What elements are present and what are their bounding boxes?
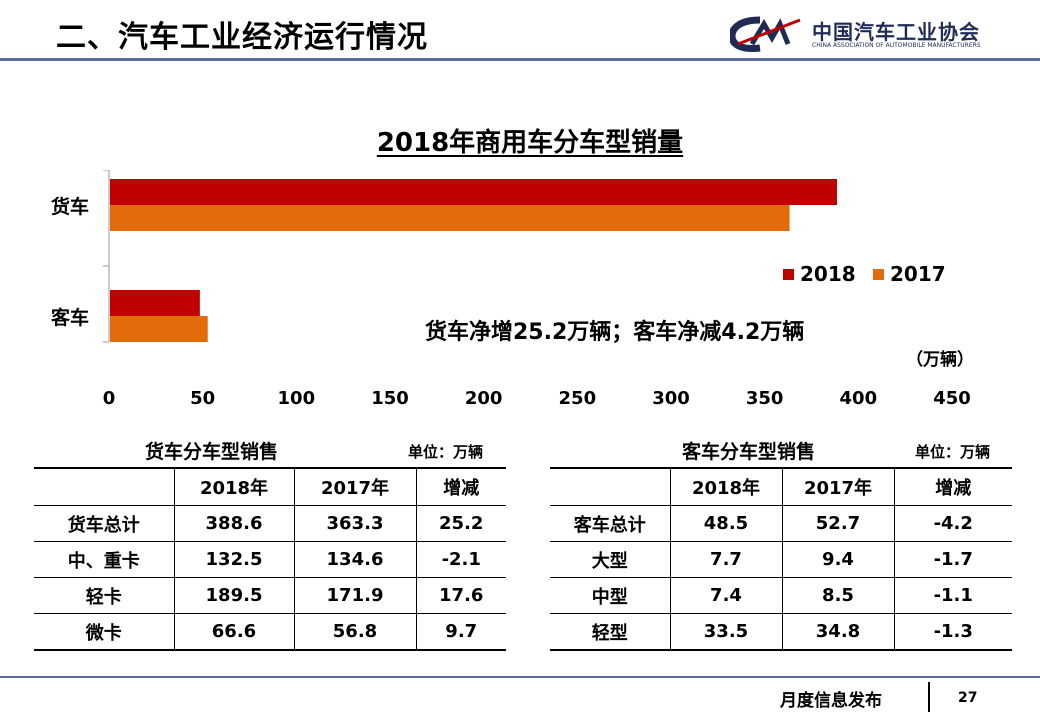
chart-title: 2018年商用车分车型销量	[376, 128, 684, 158]
table-cell: 189.5	[173, 577, 295, 614]
table-cell: 66.6	[173, 613, 295, 651]
bar-2017	[110, 205, 790, 231]
axis-unit-label: （万辆）	[906, 350, 974, 370]
table-row: 客车总计 48.5 52.7 -4.2	[550, 505, 1012, 542]
truck-table-unit: 单位：万辆	[408, 443, 484, 461]
row-label: 大型	[550, 541, 671, 578]
x-tick-label: 450	[933, 388, 971, 409]
table-row: 轻型 33.5 34.8 -1.3	[550, 613, 1012, 651]
caam-logo: 中国汽车工业协会 CHINA ASSOCIATION OF AUTOMOBILE…	[730, 14, 1010, 54]
truck-sales-table: 2018年 2017年 增减 货车总计 388.6 363.3 25.2 中、重卡 132.5 1…	[34, 467, 506, 651]
column-header: 2017年	[293, 467, 417, 506]
table-cell: 48.5	[669, 505, 783, 542]
category-label: 货车	[51, 195, 89, 218]
table-cell: 33.5	[669, 613, 783, 651]
bar-2017	[110, 316, 208, 342]
logo-name: 中国汽车工业协会	[812, 20, 980, 44]
column-header	[550, 467, 671, 506]
table-row: 中、重卡 132.5 134.6 -2.1	[34, 541, 506, 578]
table-cell: 9.4	[781, 541, 895, 578]
table-cell: 34.8	[781, 613, 895, 651]
table-cell: 134.6	[293, 541, 417, 578]
caam-logo-icon	[730, 16, 801, 52]
x-tick-label: 0	[103, 388, 116, 409]
bar-2018	[110, 179, 837, 205]
footer-text: 月度信息发布	[780, 691, 882, 711]
table-row: 轻卡 189.5 171.9 17.6	[34, 577, 506, 614]
column-header: 增减	[415, 467, 506, 506]
bus-table-unit: 单位：万辆	[915, 443, 991, 461]
table-cell: 17.6	[415, 577, 506, 614]
logo-subtitle: CHINA ASSOCIATION OF AUTOMOBILE MANUFACT…	[812, 42, 981, 49]
column-header: 2017年	[781, 467, 895, 506]
x-tick-label: 200	[465, 388, 503, 409]
table-cell: 132.5	[173, 541, 295, 578]
legend-swatch-2017	[873, 269, 884, 280]
row-label: 中、重卡	[34, 541, 175, 578]
row-label: 轻型	[550, 613, 671, 651]
header-rule	[0, 58, 1040, 61]
bus-table-caption: 客车分车型销售	[682, 441, 816, 463]
table-row: 微卡 66.6 56.8 9.7	[34, 613, 506, 651]
column-header: 2018年	[173, 467, 295, 506]
row-label: 微卡	[34, 613, 175, 651]
table-cell: 171.9	[293, 577, 417, 614]
row-label: 轻卡	[34, 577, 175, 614]
footer-divider	[928, 682, 930, 712]
table-cell: 7.7	[669, 541, 783, 578]
row-label: 货车总计	[34, 505, 175, 542]
x-tick-label: 150	[371, 388, 409, 409]
chart-annotation: 货车净增25.2万辆；客车净减4.2万辆	[425, 320, 805, 345]
bus-sales-table: 2018年 2017年 增减 客车总计 48.5 52.7 -4.2 大型 7.7 9.4 -1.7…	[550, 467, 1012, 651]
column-header: 增减	[893, 467, 1012, 506]
table-row: 中型 7.4 8.5 -1.1	[550, 577, 1012, 614]
x-tick-label: 50	[190, 388, 215, 409]
x-tick-label: 400	[840, 388, 878, 409]
table-header-row: 2018年 2017年 增减	[34, 467, 506, 506]
x-tick-label: 300	[652, 388, 690, 409]
table-cell: -1.3	[893, 613, 1012, 651]
column-header: 2018年	[669, 467, 783, 506]
table-cell: 388.6	[173, 505, 295, 542]
table-cell: -2.1	[415, 541, 506, 578]
table-header-row: 2018年 2017年 增减	[550, 467, 1012, 506]
page-title: 二、汽车工业经济运行情况	[56, 20, 428, 55]
table-cell: -4.2	[893, 505, 1012, 542]
x-tick-label: 100	[278, 388, 316, 409]
table-cell: -1.1	[893, 577, 1012, 614]
table-cell: 52.7	[781, 505, 895, 542]
table-cell: 363.3	[293, 505, 417, 542]
truck-table-caption: 货车分车型销售	[145, 441, 279, 463]
table-cell: 7.4	[669, 577, 783, 614]
category-label: 客车	[51, 306, 89, 329]
page-number: 27	[958, 690, 978, 706]
header: 二、汽车工业经济运行情况 中国汽车工业协会 CHINA ASSOCIATION …	[0, 0, 1040, 62]
table-row: 货车总计 388.6 363.3 25.2	[34, 505, 506, 542]
x-tick-label: 250	[559, 388, 597, 409]
row-label: 中型	[550, 577, 671, 614]
bar-2018	[110, 290, 200, 316]
x-tick-label: 350	[746, 388, 784, 409]
row-label: 客车总计	[550, 505, 671, 542]
legend-swatch-2018	[783, 269, 794, 280]
table-cell: -1.7	[893, 541, 1012, 578]
legend-label-2017: 2017	[890, 262, 946, 286]
table-row: 大型 7.7 9.4 -1.7	[550, 541, 1012, 578]
table-cell: 25.2	[415, 505, 506, 542]
column-header	[34, 467, 175, 506]
table-cell: 8.5	[781, 577, 895, 614]
legend-label-2018: 2018	[800, 262, 856, 286]
table-cell: 9.7	[415, 613, 506, 651]
table-cell: 56.8	[293, 613, 417, 651]
footer-rule	[0, 676, 1040, 678]
